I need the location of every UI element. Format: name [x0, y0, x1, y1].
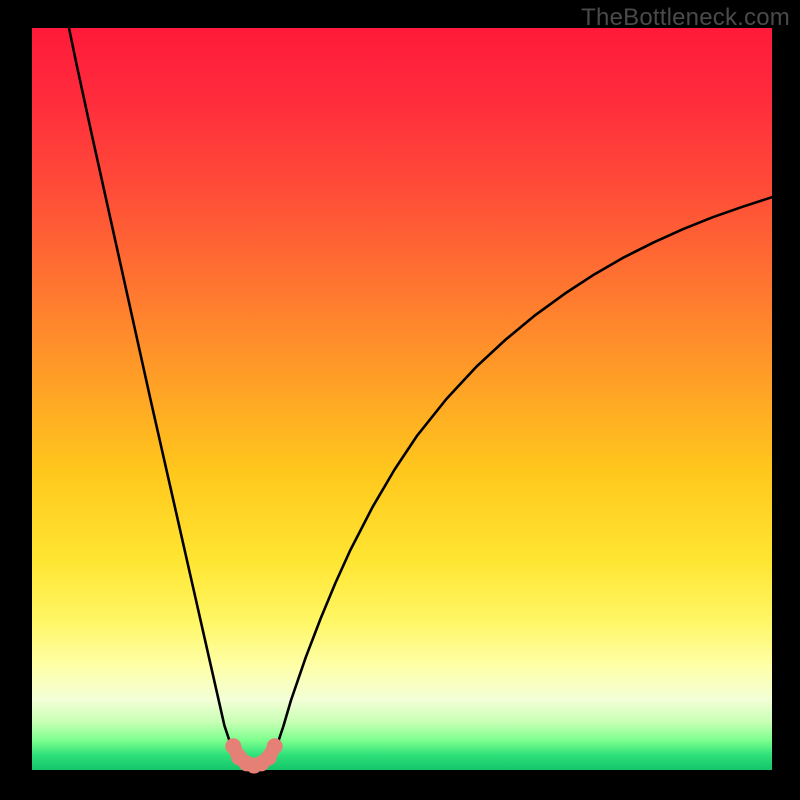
bottleneck-chart: [0, 0, 800, 800]
optimal-marker: [267, 738, 283, 754]
plot-area: [32, 28, 772, 770]
chart-stage: TheBottleneck.com: [0, 0, 800, 800]
watermark-text: TheBottleneck.com: [581, 4, 790, 32]
